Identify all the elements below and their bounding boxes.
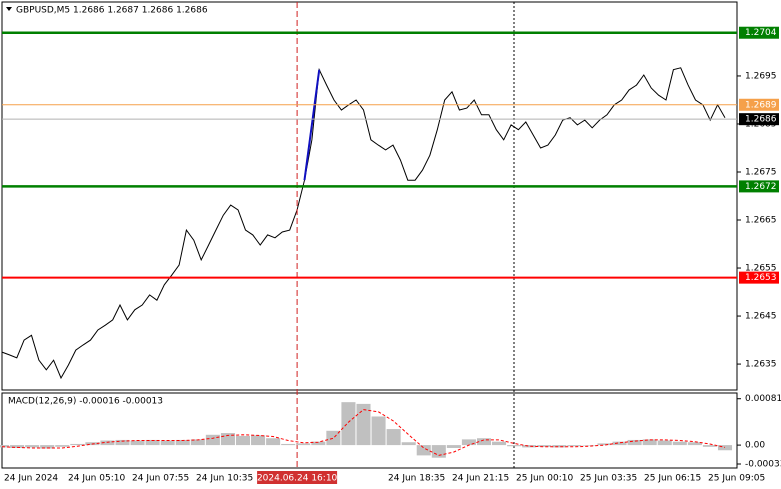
y-tick-label: 1.2645 — [745, 312, 777, 322]
main-panel — [1, 1, 738, 391]
histogram-bar — [476, 438, 492, 446]
macd-panel — [1, 392, 738, 469]
histogram-bar — [702, 445, 717, 447]
histogram-bar — [190, 439, 205, 446]
histogram-bar — [251, 435, 266, 446]
chart-title: GBPUSD,M5 1.2686 1.2687 1.2686 1.2686 — [16, 6, 208, 16]
y-tick-label: 0.00081 — [745, 394, 781, 404]
x-tick-label: 25 Jun 06:15 — [644, 474, 701, 484]
histogram-bar — [492, 441, 507, 446]
histogram-bar — [205, 434, 220, 446]
histogram-bar — [507, 445, 522, 447]
level-label: 1.2672 — [745, 182, 777, 192]
histogram-bar — [416, 445, 431, 456]
level-label-box — [739, 180, 779, 193]
histogram-bar — [341, 402, 356, 446]
histogram-bar — [100, 440, 115, 446]
histogram-bar — [401, 442, 416, 446]
histogram-bar — [552, 445, 567, 448]
histogram-bar — [130, 440, 145, 446]
histogram-bar — [657, 440, 672, 446]
histogram-bar — [687, 442, 702, 446]
current-price-box — [739, 113, 779, 126]
cursor-label-box — [257, 471, 338, 484]
x-tick-label: 24 Jun 21:15 — [452, 474, 509, 484]
price-line — [1, 67, 726, 380]
y-tick-label: 1.2665 — [745, 216, 777, 226]
y-tick-label: 1.2695 — [745, 71, 777, 81]
histogram-bar — [235, 435, 251, 446]
histogram-bar — [717, 445, 733, 451]
histogram-bar — [220, 433, 235, 446]
histogram-bar — [642, 439, 657, 446]
histogram-bar — [326, 430, 341, 446]
histogram-bar — [597, 443, 612, 446]
histogram-bar — [461, 439, 476, 446]
x-tick-label: 24 Jun 05:10 — [68, 474, 125, 484]
histogram-bar — [25, 445, 40, 448]
y-tick-label: 1.2635 — [745, 360, 777, 370]
histogram-bar — [55, 445, 70, 447]
level-label-box — [739, 271, 779, 284]
histogram-bar — [160, 440, 175, 446]
histogram-bar — [371, 416, 386, 446]
y-tick-label: 1.2675 — [745, 167, 777, 177]
histogram-bar — [612, 441, 627, 446]
title-icon — [6, 7, 12, 11]
histogram-bar — [115, 439, 130, 446]
current-price-label: 1.2686 — [745, 115, 777, 125]
histogram-bar — [522, 445, 537, 448]
y-tick-label: 0.00 — [745, 441, 765, 451]
histogram-bar — [296, 443, 311, 446]
histogram-bar — [10, 445, 25, 448]
level-label: 1.2689 — [745, 100, 777, 110]
histogram-bar — [537, 445, 552, 447]
x-tick-label: 24 Jun 07:55 — [132, 474, 189, 484]
histogram-bar — [672, 441, 687, 446]
histogram-bar — [70, 443, 85, 446]
histogram-bar — [356, 403, 371, 446]
histogram-bar — [431, 445, 446, 458]
cursor-label: 2024.06.24 16:10 — [257, 474, 338, 484]
level-label: 1.2653 — [745, 273, 777, 283]
macd-title: MACD(12,26,9) -0.00016 -0.00013 — [8, 397, 163, 407]
level-label-box — [739, 26, 779, 39]
level-label-box — [739, 98, 779, 111]
histogram-bar — [281, 443, 296, 446]
x-tick-label: 24 Jun 10:35 — [196, 474, 253, 484]
y-tick-label: -0.00033 — [745, 459, 781, 469]
histogram-bar — [627, 439, 642, 446]
x-tick-label: 25 Jun 03:35 — [580, 474, 637, 484]
histogram-bar — [582, 445, 597, 446]
x-tick-label: 24 Jun 2024 — [4, 474, 58, 484]
histogram-bar — [567, 445, 582, 447]
histogram-bar — [386, 429, 401, 446]
histogram-bar — [0, 445, 10, 448]
x-tick-label: 24 Jun 18:35 — [388, 474, 445, 484]
level-label: 1.2704 — [745, 28, 777, 38]
histogram-bar — [145, 439, 160, 446]
x-tick-label: 25 Jun 00:10 — [516, 474, 573, 484]
histogram-bar — [311, 441, 326, 446]
histogram-bar — [40, 445, 55, 449]
trend-line — [303, 69, 321, 181]
histogram-bar — [446, 445, 461, 448]
y-tick-label: 1.2655 — [745, 264, 777, 274]
histogram-bar — [266, 438, 281, 446]
histogram-bar — [175, 439, 190, 446]
signal-line — [1, 409, 726, 456]
x-tick-label: 25 Jun 09:05 — [708, 474, 765, 484]
